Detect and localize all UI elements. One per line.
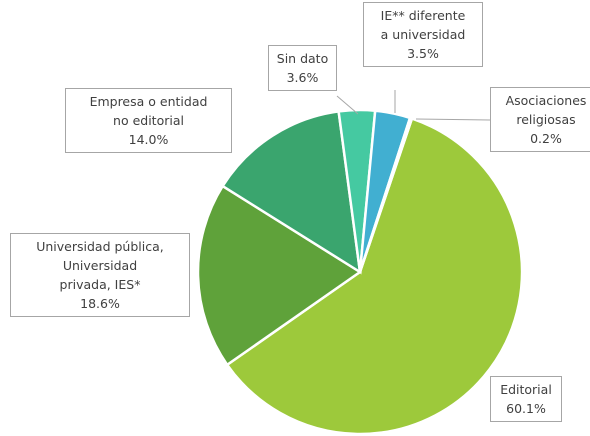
category-label: Asociaciones religiosas (505, 93, 587, 127)
data-label: Empresa o entidad no editorial 14.0% (65, 88, 232, 153)
category-label: Editorial (500, 382, 552, 397)
value-label: 18.6% (80, 296, 120, 311)
pie-slice (225, 116, 524, 436)
category-label: IE** diferente a universidad (380, 8, 466, 42)
data-label: Editorial 60.1% (490, 376, 562, 422)
value-label: 3.6% (286, 70, 319, 85)
value-label: 3.5% (407, 46, 439, 61)
data-label: Sin dato 3.6% (268, 45, 337, 91)
pie-slice (196, 184, 363, 367)
data-label: Asociaciones religiosas 0.2% (490, 87, 590, 152)
value-label: 60.1% (506, 401, 546, 416)
data-label: IE** diferente a universidad 3.5% (363, 2, 483, 67)
pie-slice (220, 110, 362, 275)
category-label: Universidad pública, Universidad privada… (36, 239, 164, 292)
value-label: 0.2% (530, 131, 562, 146)
category-label: Empresa o entidad no editorial (89, 94, 208, 128)
category-label: Sin dato (276, 51, 329, 66)
data-label: Universidad pública, Universidad privada… (10, 233, 190, 317)
leader-line (415, 118, 491, 121)
leader-line (336, 95, 359, 115)
pie-slice (358, 116, 414, 273)
value-label: 14.0% (128, 132, 169, 147)
